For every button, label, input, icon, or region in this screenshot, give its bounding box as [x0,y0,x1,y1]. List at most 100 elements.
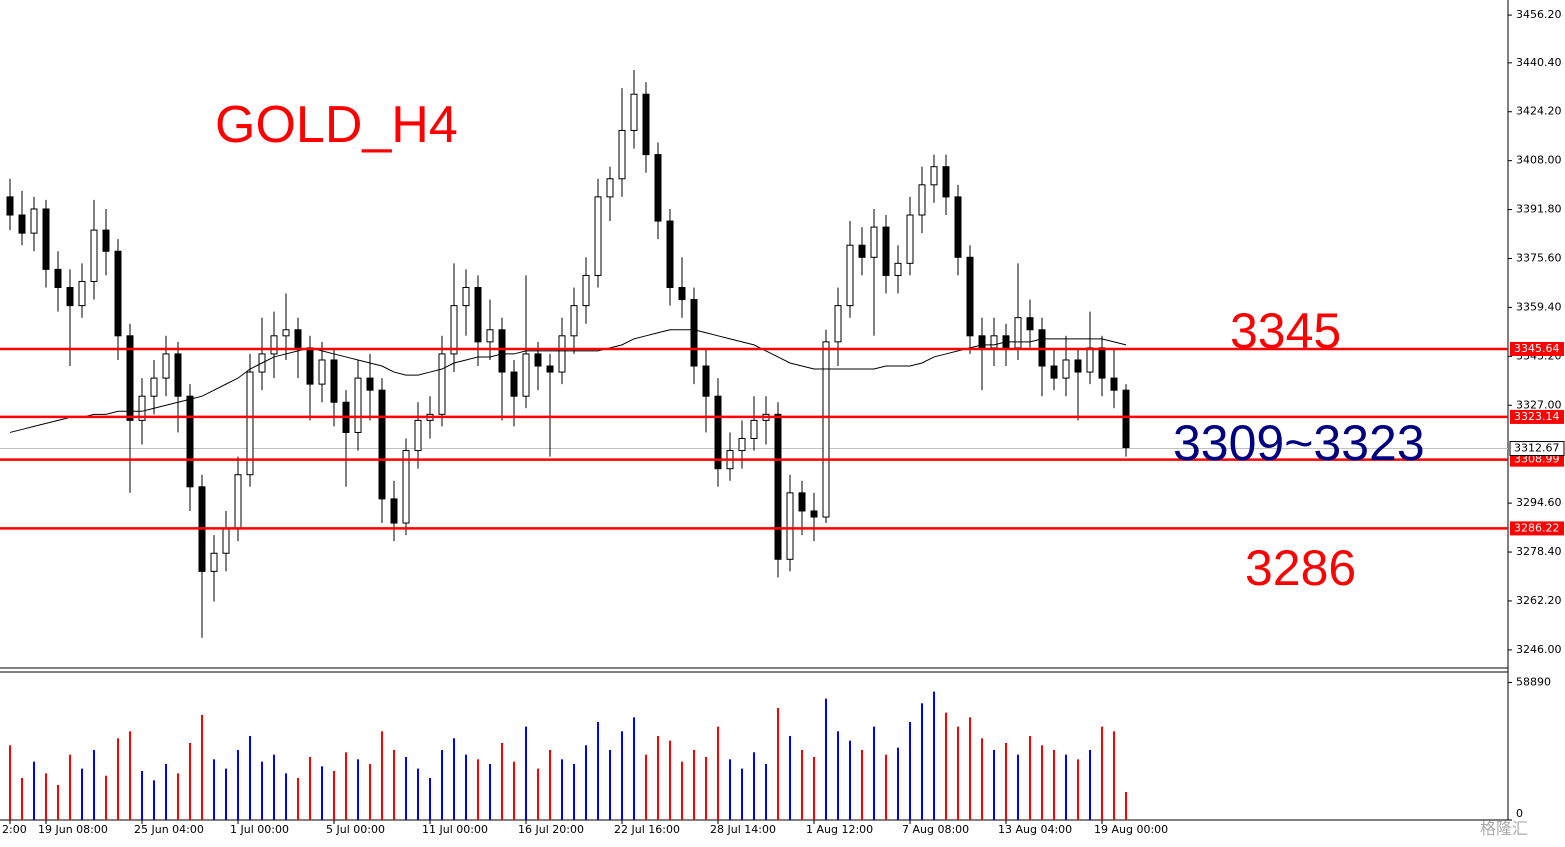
volume-tick-label: 0 [1516,807,1523,820]
x-tick-label: 28 Jul 14:00 [710,823,776,836]
candle-body [870,226,878,258]
candle-body [858,244,866,258]
candle-body [354,377,362,433]
candle-body [498,329,506,373]
candle-body [1086,347,1094,373]
candle-body [366,377,374,391]
candle-body [954,196,962,258]
x-tick-label: 11 Jul 00:00 [422,823,488,836]
x-tick-label: 1 Aug 12:00 [806,823,873,836]
candle-body [798,492,806,512]
watermark: 格隆汇 [1480,819,1528,838]
candle-body [738,437,746,452]
y-tick-label: 3391.80 [1516,203,1562,216]
candle-body [1026,317,1034,331]
candle-body [570,305,578,337]
candle-body [66,286,74,307]
candle-body [246,371,254,476]
candle-body [846,244,854,307]
candle-body [330,359,338,403]
price-label: 3312.67 [1514,442,1560,455]
candle-body [162,353,170,379]
volume-tick-label: 58890 [1516,676,1551,689]
annotation: GOLD_H4 [215,96,458,154]
y-tick-label: 3327.00 [1516,398,1562,411]
y-tick-label: 3246.00 [1516,643,1562,656]
candle-body [462,286,470,307]
candle-body [222,528,230,554]
candle-body [678,286,686,301]
y-tick-label: 3375.60 [1516,252,1562,265]
candle-body [402,450,410,524]
y-tick-label: 3294.60 [1516,496,1562,509]
candle-body [906,214,914,264]
candle-body [894,262,902,276]
x-tick-label: 19 Jun 08:00 [38,823,108,836]
annotation: 3345 [1230,303,1341,359]
candle-body [1062,359,1070,379]
candle-body [1098,347,1106,379]
candle-body [210,552,218,572]
x-tick-label: 1 Jul 00:00 [230,823,289,836]
candle-body [474,286,482,343]
candle-body [546,365,554,373]
candle-body [750,419,758,439]
candle-body [450,305,458,355]
candle-body [822,341,830,518]
x-tick-label: 19 Aug 00:00 [1094,823,1168,836]
candle-body [150,377,158,397]
level-label: 3286.22 [1514,521,1560,534]
candle-body [138,395,146,421]
x-tick-label: 2:00 [2,823,27,836]
candle-body [918,184,926,216]
candle-body [486,329,494,343]
candle-body [18,214,26,234]
x-tick-label: 25 Jun 04:00 [134,823,204,836]
candle-body [510,371,518,397]
candle-body [618,129,626,180]
level-label: 3345.64 [1514,342,1560,355]
level-label-box [1510,521,1564,536]
candle-body [1110,377,1118,391]
candle-body [978,335,986,349]
candle-body [186,395,194,488]
annotation: 3309~3323 [1173,415,1425,471]
candle-body [102,229,110,252]
price-label-box [1509,441,1565,457]
candle-body [1050,365,1058,379]
candle-body [714,395,722,470]
candle-body [414,419,422,452]
candle-body [582,274,590,307]
candle-body [78,280,86,307]
y-tick-label: 3278.40 [1516,545,1562,558]
candle-body [606,178,614,198]
candle-body [306,347,314,385]
candle-body [126,335,134,421]
y-tick-label: 3456.20 [1516,8,1562,21]
candle-body [270,335,278,355]
candle-body [378,389,386,500]
y-tick-label: 3408.00 [1516,154,1562,167]
candle-body [630,93,638,131]
candle-body [438,353,446,415]
candle-body [834,305,842,343]
candle-body [810,510,818,518]
candle-body [654,154,662,222]
candle-body [990,335,998,349]
candle-body [930,166,938,186]
y-tick-label: 3359.40 [1516,300,1562,313]
candle-body [558,335,566,373]
level-label-box [1510,341,1564,356]
candle-body [702,365,710,397]
candle-body [42,208,50,270]
candle-body [390,498,398,524]
candle-body [966,256,974,337]
candle-body [882,226,890,276]
x-tick-label: 16 Jul 20:00 [518,823,584,836]
level-label-box [1510,409,1564,424]
candle-body [1014,317,1022,349]
x-tick-label: 13 Aug 04:00 [998,823,1072,836]
candle-body [174,353,182,397]
level-label-box [1510,452,1564,467]
